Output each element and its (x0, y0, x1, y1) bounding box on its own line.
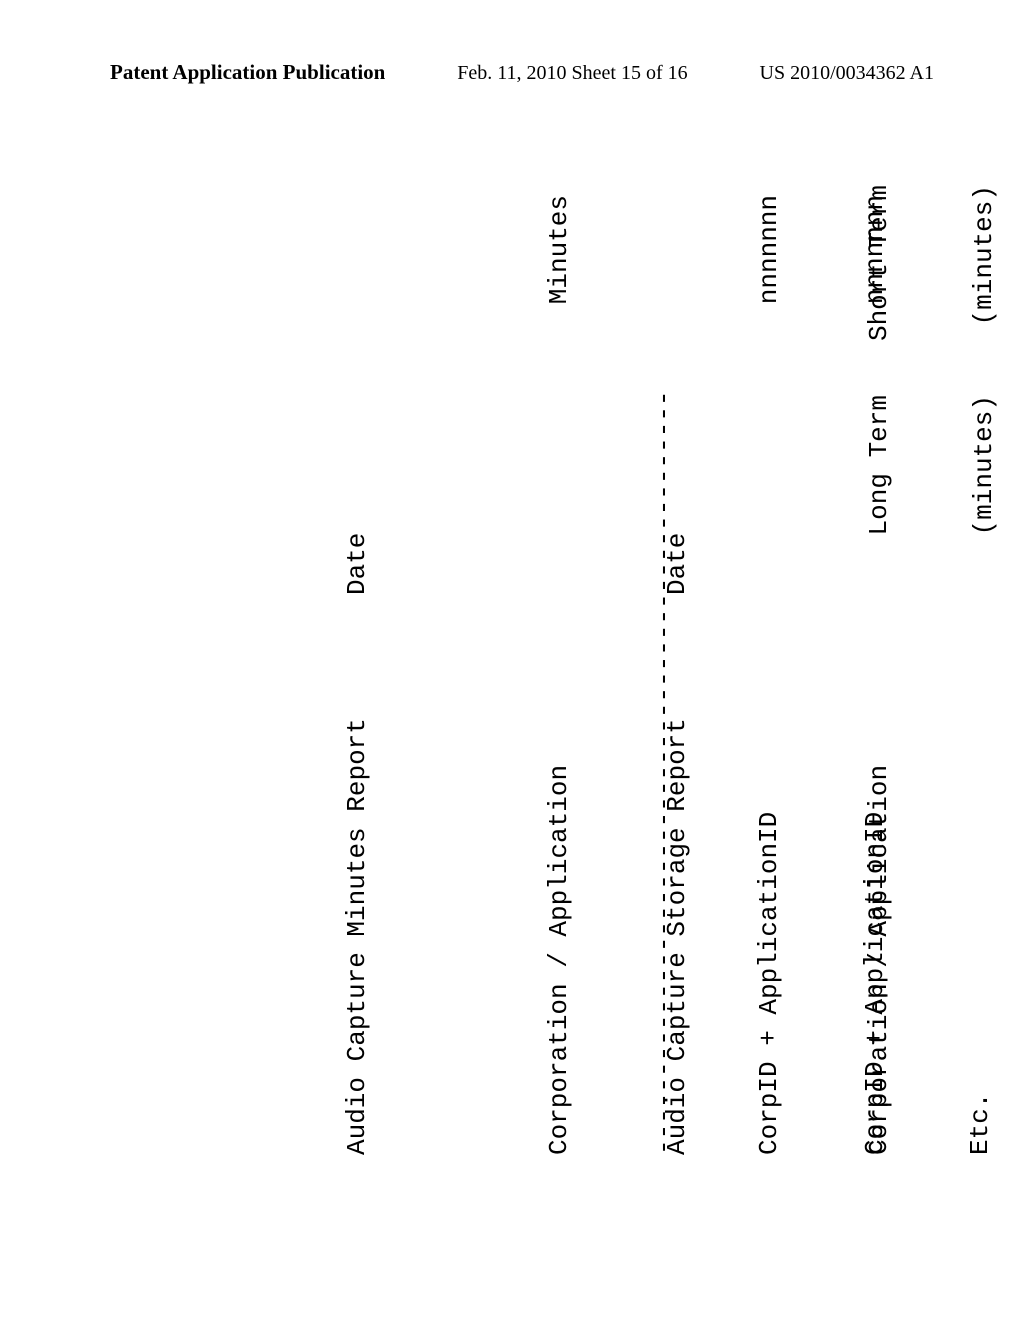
report1-col-left: Corporation / Application (542, 595, 577, 1155)
report2-col-long2: (minutes) (967, 385, 1002, 595)
page-header: Patent Application Publication Feb. 11, … (110, 60, 934, 85)
report2-col-long1: Long Term (862, 385, 897, 595)
figure-area: Audio Capture Minutes Report Date Corpor… (110, 125, 934, 1185)
report1-date: Date (340, 195, 375, 595)
report1-title: Audio Capture Minutes Report (340, 595, 375, 1155)
patent-page: Patent Application Publication Feb. 11, … (0, 0, 1024, 1320)
report2-date: Date (660, 385, 695, 595)
header-left: Patent Application Publication (110, 60, 385, 85)
report2-col-short1: Short Term (862, 185, 897, 385)
header-mid: Feb. 11, 2010 Sheet 15 of 16 (457, 62, 687, 85)
report2-col-short2: (minutes) (967, 185, 1002, 385)
header-right: US 2010/0034362 A1 (760, 62, 934, 85)
report1-col-right: Minutes (542, 195, 577, 595)
report2-col-left: Corporation / Application (862, 595, 897, 1155)
report2-title: Audio Capture Storage Report (660, 595, 695, 1155)
report-storage: Audio Capture Storage Report Date Corpor… (590, 175, 1024, 1155)
